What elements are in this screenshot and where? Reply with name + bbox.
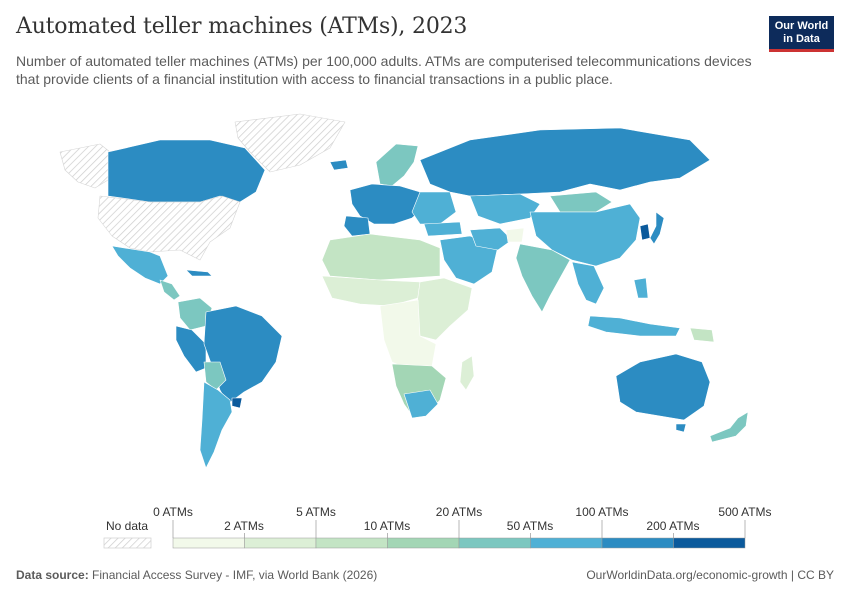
- legend-tick-50: 50 ATMs: [507, 519, 553, 533]
- philippines[interactable]: [633, 277, 649, 299]
- alaska[interactable]: [59, 143, 111, 189]
- mongolia[interactable]: [549, 191, 613, 213]
- north-africa[interactable]: [321, 233, 441, 281]
- new-zealand[interactable]: [709, 411, 749, 443]
- japan[interactable]: [649, 211, 665, 245]
- canada[interactable]: [107, 139, 266, 203]
- logo-line-2: in Data: [783, 33, 820, 45]
- afghanistan[interactable]: [505, 227, 525, 243]
- data-source: Data source: Financial Access Survey - I…: [16, 568, 377, 582]
- peru[interactable]: [175, 325, 207, 373]
- legend-bin-20-50[interactable]: [458, 537, 531, 549]
- chart-title: Automated teller machines (ATMs), 2023: [16, 14, 468, 39]
- legend-color-bins: [172, 537, 746, 549]
- east-africa[interactable]: [415, 277, 473, 341]
- west-africa[interactable]: [321, 275, 421, 307]
- legend-tick-20: 20 ATMs: [436, 505, 482, 519]
- data-source-text[interactable]: Financial Access Survey - IMF, via World…: [92, 568, 378, 582]
- data-source-label: Data source:: [16, 568, 89, 582]
- united-states[interactable]: [97, 195, 241, 261]
- legend-tick-lines: [172, 520, 746, 538]
- legend-tick-10: 10 ATMs: [364, 519, 410, 533]
- turkey[interactable]: [423, 221, 463, 237]
- greenland[interactable]: [234, 113, 346, 173]
- legend-bin-50-100[interactable]: [530, 537, 603, 549]
- owid-logo[interactable]: Our World in Data: [769, 16, 834, 52]
- uruguay[interactable]: [231, 397, 243, 409]
- legend-tick-2: 2 ATMs: [224, 519, 264, 533]
- south-africa[interactable]: [403, 389, 439, 419]
- papua-new-guinea[interactable]: [689, 327, 715, 343]
- scandinavia[interactable]: [375, 143, 419, 187]
- china[interactable]: [529, 203, 641, 267]
- iran[interactable]: [469, 227, 513, 251]
- russia[interactable]: [419, 127, 711, 197]
- legend-bin-100-200[interactable]: [601, 537, 674, 549]
- madagascar[interactable]: [459, 355, 475, 391]
- legend-bin-5-10[interactable]: [315, 537, 388, 549]
- legend-bin-200-500[interactable]: [673, 537, 746, 549]
- map-legend: No data 0 ATMs 5 ATMs 20 ATMs 100 ATMs 5…: [103, 505, 772, 549]
- legend-tick-0: 0 ATMs: [153, 505, 193, 519]
- central-america[interactable]: [159, 279, 181, 301]
- iberia[interactable]: [343, 215, 371, 237]
- world-map[interactable]: [0, 100, 850, 500]
- mexico[interactable]: [111, 245, 169, 285]
- australia[interactable]: [615, 353, 711, 421]
- footer-link[interactable]: OurWorldinData.org/economic-growth | CC …: [586, 568, 834, 582]
- legend-bin-0-2[interactable]: [172, 537, 245, 549]
- caribbean[interactable]: [185, 269, 213, 277]
- legend-tick-100: 100 ATMs: [575, 505, 628, 519]
- legend-bin-10-20[interactable]: [387, 537, 460, 549]
- legend-no-data-swatch[interactable]: [103, 537, 152, 549]
- central-asia[interactable]: [469, 193, 541, 225]
- bolivia[interactable]: [203, 361, 227, 391]
- logo-line-1: Our World: [774, 20, 829, 32]
- western-europe[interactable]: [349, 183, 425, 225]
- eastern-europe[interactable]: [411, 191, 457, 225]
- korea[interactable]: [639, 223, 651, 241]
- legend-tick-5: 5 ATMs: [296, 505, 336, 519]
- tasmania[interactable]: [675, 423, 687, 433]
- southeast-asia[interactable]: [571, 261, 605, 305]
- chart-subtitle: Number of automated teller machines (ATM…: [16, 53, 752, 87]
- india[interactable]: [515, 243, 571, 313]
- legend-tick-200: 200 ATMs: [646, 519, 699, 533]
- indonesia[interactable]: [587, 315, 681, 337]
- legend-no-data-label: No data: [106, 519, 148, 533]
- iceland[interactable]: [329, 159, 349, 171]
- legend-bin-2-5[interactable]: [244, 537, 317, 549]
- legend-tick-500: 500 ATMs: [718, 505, 771, 519]
- argentina[interactable]: [199, 381, 233, 469]
